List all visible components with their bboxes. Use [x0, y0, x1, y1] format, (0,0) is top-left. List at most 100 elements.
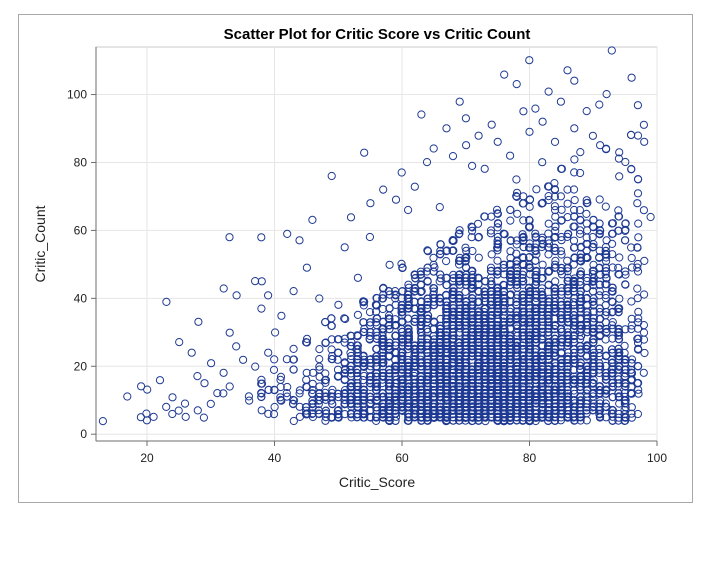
- data-point: [455, 226, 464, 235]
- data-point: [589, 348, 598, 357]
- data-point: [486, 263, 496, 272]
- data-point: [500, 70, 509, 79]
- data-point: [639, 206, 649, 215]
- data-point: [506, 253, 515, 262]
- data-point: [512, 324, 522, 333]
- data-point: [98, 417, 108, 426]
- data-point: [315, 294, 324, 303]
- data-point: [480, 164, 489, 173]
- data-point: [500, 260, 509, 269]
- data-point: [595, 344, 604, 353]
- data-point: [410, 368, 419, 377]
- data-point: [633, 379, 642, 388]
- data-point: [467, 283, 476, 293]
- data-point: [276, 393, 285, 402]
- data-point: [442, 257, 451, 266]
- data-point: [352, 368, 361, 377]
- data-point: [532, 413, 541, 422]
- data-point: [563, 66, 572, 75]
- data-point: [615, 148, 624, 157]
- data-point: [570, 155, 579, 164]
- data-point: [557, 232, 566, 242]
- data-point: [404, 361, 413, 370]
- data-point: [232, 291, 241, 300]
- data-point: [595, 362, 604, 371]
- data-point: [493, 310, 502, 319]
- data-point: [551, 232, 560, 242]
- data-point: [525, 195, 535, 204]
- data-point: [276, 395, 285, 405]
- data-point: [588, 318, 597, 327]
- data-point: [315, 396, 324, 405]
- data-point: [582, 342, 591, 351]
- data-point: [442, 311, 451, 320]
- data-point: [627, 321, 636, 330]
- data-point: [576, 349, 586, 358]
- data-point: [569, 185, 579, 194]
- data-point: [436, 358, 445, 367]
- data-point: [627, 413, 636, 422]
- data-point: [257, 304, 266, 313]
- data-point: [601, 351, 611, 360]
- chart-title: Scatter Plot for Critic Score vs Critic …: [224, 26, 531, 43]
- data-point: [334, 335, 343, 344]
- data-point: [327, 345, 336, 354]
- data-point: [302, 368, 311, 377]
- data-point: [404, 290, 413, 299]
- data-point: [277, 311, 286, 320]
- data-point: [308, 215, 317, 224]
- data-point: [525, 127, 534, 136]
- data-point: [563, 287, 572, 296]
- data-point: [257, 392, 266, 402]
- data-point: [423, 263, 432, 272]
- data-point: [365, 308, 375, 317]
- data-point: [225, 328, 234, 337]
- data-point: [468, 161, 477, 170]
- data-point: [551, 206, 560, 215]
- data-point: [474, 361, 483, 371]
- data-point: [353, 273, 362, 282]
- data-point: [391, 294, 400, 303]
- data-point: [512, 188, 522, 197]
- data-point: [365, 232, 374, 242]
- data-point: [537, 383, 547, 392]
- data-point: [334, 300, 343, 309]
- data-point: [448, 152, 458, 161]
- data-point: [607, 345, 617, 354]
- data-point: [633, 259, 642, 269]
- data-point: [499, 348, 508, 357]
- data-point: [442, 320, 451, 330]
- data-point: [627, 253, 636, 263]
- data-point: [430, 284, 439, 293]
- data-point: [538, 240, 547, 249]
- data-point: [551, 256, 560, 265]
- data-point: [283, 229, 292, 238]
- data-point: [404, 280, 413, 289]
- data-point: [200, 379, 209, 388]
- data-point: [333, 406, 342, 415]
- data-point: [493, 223, 502, 232]
- data-point: [461, 256, 470, 265]
- data-point: [289, 395, 298, 405]
- data-point: [563, 304, 573, 313]
- data-point: [360, 148, 369, 157]
- data-point: [493, 240, 502, 249]
- data-point: [588, 131, 598, 140]
- data-point: [614, 375, 623, 384]
- data-point: [614, 389, 623, 398]
- data-point: [340, 399, 350, 408]
- data-point: [442, 341, 452, 350]
- data-point: [410, 345, 420, 354]
- data-point: [181, 412, 190, 421]
- data-point: [315, 345, 324, 354]
- data-point: [411, 358, 420, 367]
- data-point: [595, 321, 605, 330]
- data-point: [506, 216, 515, 225]
- data-point: [627, 297, 636, 306]
- data-point: [493, 331, 502, 340]
- data-point: [557, 270, 567, 279]
- data-point: [340, 243, 349, 252]
- data-point: [512, 80, 521, 89]
- data-point: [614, 206, 623, 215]
